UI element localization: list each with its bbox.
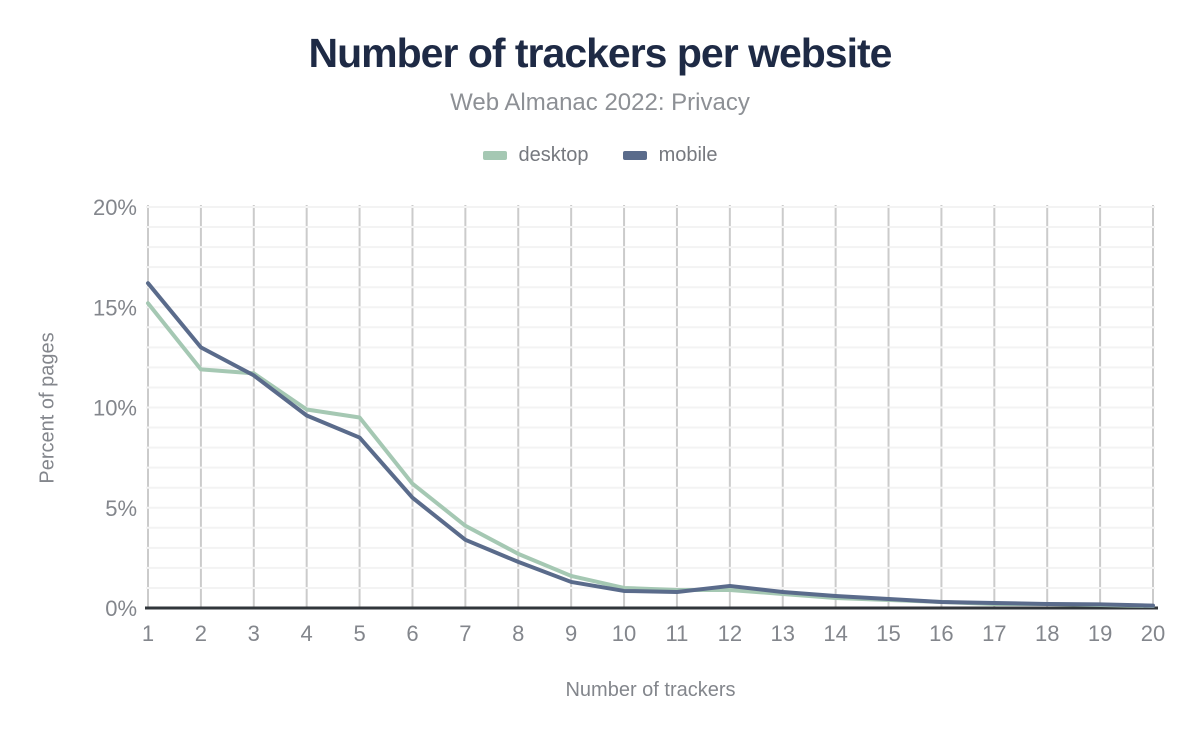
mobile-series-swatch-icon: [622, 151, 647, 160]
y-tick-label: 15%: [93, 295, 137, 320]
x-axis-title: Number of trackers: [565, 679, 736, 701]
x-tick-label: 1: [142, 621, 154, 646]
desktop-series-swatch-icon: [482, 151, 507, 160]
x-tick-label: 16: [929, 621, 953, 646]
legend: desktop mobile: [0, 144, 1200, 167]
x-tick-label: 11: [666, 621, 689, 646]
y-tick-label: 10%: [93, 396, 137, 421]
chart-subtitle: Web Almanac 2022: Privacy: [450, 89, 750, 116]
x-tick-label: 7: [459, 621, 471, 646]
x-tick-label: 17: [982, 621, 1006, 646]
x-tick-label: 9: [565, 621, 577, 646]
x-tick-label: 18: [1035, 621, 1059, 646]
x-tick-label: 15: [876, 621, 900, 646]
x-tick-label: 19: [1088, 621, 1112, 646]
x-tick-label: 20: [1141, 621, 1165, 646]
x-tick-label: 5: [353, 621, 365, 646]
legend-item-mobile: mobile: [622, 144, 718, 167]
x-tick-label: 12: [718, 621, 742, 646]
legend-label-mobile: mobile: [658, 144, 718, 166]
x-tick-label: 13: [770, 621, 794, 646]
y-tick-label: 20%: [93, 195, 137, 220]
x-tick-label: 2: [195, 621, 207, 646]
x-tick-label: 6: [406, 621, 418, 646]
legend-item-desktop: desktop: [482, 144, 589, 167]
y-tick-label: 0%: [105, 596, 137, 621]
legend-label-desktop: desktop: [518, 144, 589, 166]
x-tick-label: 14: [823, 621, 847, 646]
x-tick-label: 4: [301, 621, 313, 646]
desktop-series-line: [146, 301, 1155, 608]
chart-title: Number of trackers per website: [308, 30, 893, 76]
x-tick-label: 8: [512, 621, 524, 646]
x-tick-label: 10: [612, 621, 636, 646]
y-tick-label: 5%: [105, 496, 137, 521]
x-tick-label: 3: [248, 621, 260, 646]
y-axis-title: Percent of pages: [36, 332, 59, 484]
mobile-series-line: [146, 281, 1155, 608]
